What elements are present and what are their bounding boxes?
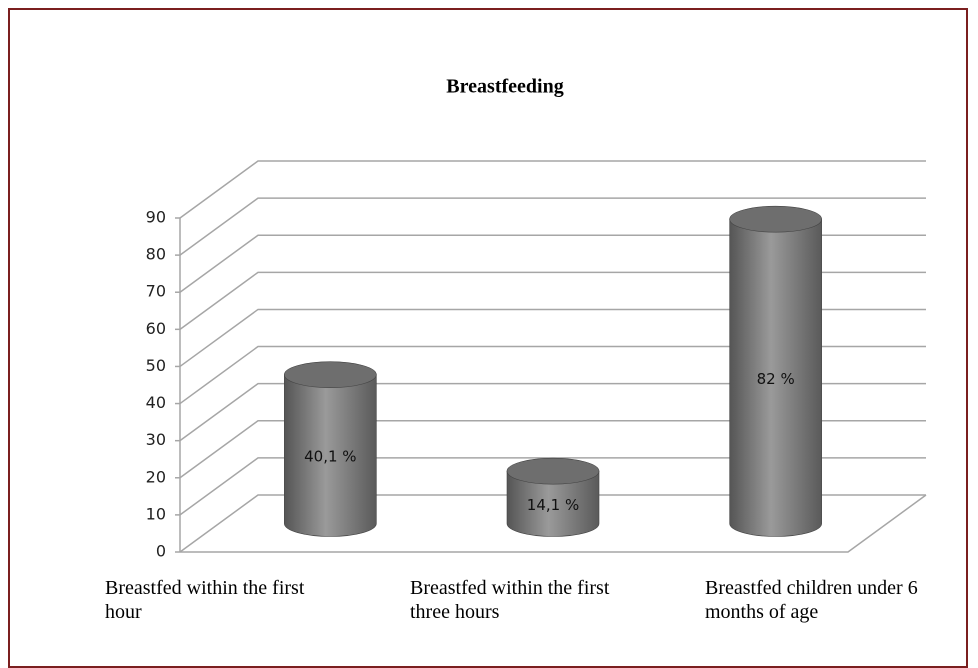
value-label: 14,1 % [527, 496, 579, 514]
grid-line [179, 382, 926, 442]
value-label: 82 % [757, 370, 795, 388]
y-tick-label: 70 [146, 282, 166, 301]
bar-top [729, 205, 822, 233]
y-tick-label: 80 [146, 245, 166, 264]
bar [284, 374, 377, 537]
y-tick-label: 90 [146, 208, 166, 227]
grid-line [179, 420, 926, 479]
grid-line [179, 308, 926, 368]
grid-line [179, 345, 926, 405]
x-tick-label: Breastfed within the first three hours [410, 577, 610, 623]
y-tick-label: 60 [146, 319, 166, 338]
bar-top [506, 457, 600, 485]
x-tick-label: Breastfed within the first hour [105, 577, 305, 623]
bar [729, 218, 822, 537]
grid-line [179, 457, 926, 516]
y-tick-label: 50 [146, 356, 166, 375]
bar-top [284, 361, 377, 388]
bar [506, 470, 600, 537]
chart-title: Breastfeeding [446, 76, 563, 98]
y-tick-label: 40 [146, 393, 166, 412]
value-label: 40,1 % [304, 448, 356, 466]
grid-line [179, 234, 926, 293]
grid-line [179, 494, 926, 553]
floor-edge [180, 494, 927, 553]
grid-line [179, 160, 926, 219]
grid-line [179, 197, 926, 256]
grid-line [179, 271, 926, 330]
y-tick-label: 10 [146, 504, 166, 523]
y-tick-label: 20 [146, 467, 166, 486]
y-tick-label: 30 [146, 430, 166, 449]
y-tick-label: 0 [156, 542, 166, 561]
x-tick-label: Breastfed children under 6 months of age [705, 577, 918, 623]
